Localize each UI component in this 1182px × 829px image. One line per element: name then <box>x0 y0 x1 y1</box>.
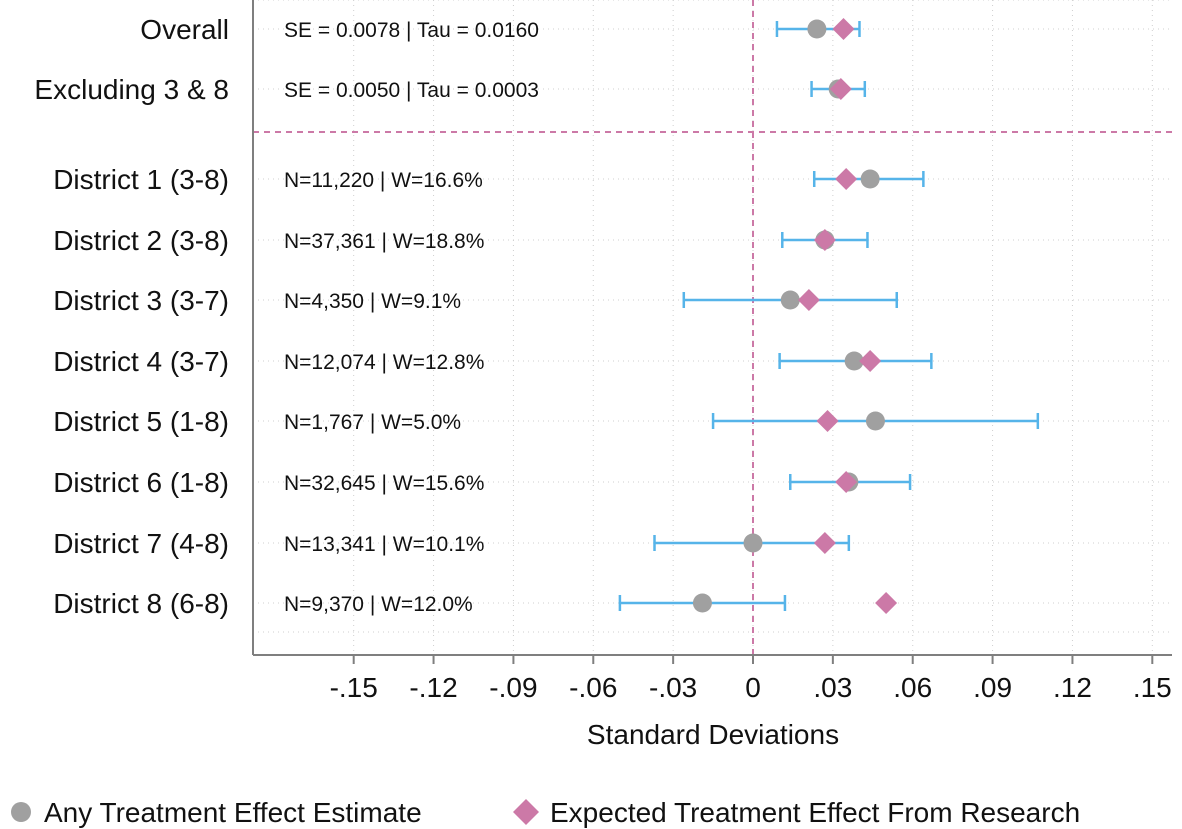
estimate-point <box>844 351 864 371</box>
rows-layer: Overall SE = 0.0078 | Tau = 0.0160 Excludi… <box>34 14 1040 619</box>
x-tick-label: 0 <box>745 672 761 703</box>
row-annotation: N=37,361 | W=18.8% <box>284 230 484 253</box>
expected-point <box>835 471 858 493</box>
expected-point <box>875 592 898 614</box>
x-tick-label: -.06 <box>569 672 617 703</box>
row-label: District 2 (3-8) <box>53 225 229 256</box>
forest-row: District 4 (3-7) N=12,074 | W=12.8% <box>53 346 933 377</box>
estimate-point <box>692 593 712 613</box>
expected-point <box>832 18 855 40</box>
forest-row: District 3 (3-7) N=4,350 | W=9.1% <box>53 285 898 316</box>
legend-diamond-marker <box>513 799 539 825</box>
legend-label-estimate: Any Treatment Effect Estimate <box>44 797 422 828</box>
legend-circle-marker <box>11 802 31 822</box>
x-tick-label: -.15 <box>330 672 378 703</box>
expected-point <box>797 289 820 311</box>
x-tick-label: -.09 <box>489 672 537 703</box>
estimate-point <box>865 411 885 431</box>
expected-point <box>859 350 882 372</box>
forest-row: District 8 (6-8) N=9,370 | W=12.0% <box>53 588 898 619</box>
legend-label-expected: Expected Treatment Effect From Research <box>550 797 1080 828</box>
x-tick-label: .06 <box>893 672 932 703</box>
row-annotation: N=32,645 | W=15.6% <box>284 472 484 495</box>
forest-row: District 7 (4-8) N=13,341 | W=10.1% <box>53 528 851 559</box>
estimate-point <box>743 533 763 553</box>
estimate-point <box>780 290 800 310</box>
row-annotation: N=1,767 | W=5.0% <box>284 411 461 434</box>
row-annotation: N=13,341 | W=10.1% <box>284 533 484 556</box>
axes-layer <box>252 0 1172 656</box>
forest-row: District 6 (1-8) N=32,645 | W=15.6% <box>53 467 912 498</box>
row-label: District 5 (1-8) <box>53 406 229 437</box>
row-label: District 1 (3-8) <box>53 164 229 195</box>
row-label: Excluding 3 & 8 <box>34 74 229 105</box>
expected-point <box>813 532 836 554</box>
row-label: District 8 (6-8) <box>53 588 229 619</box>
expected-point <box>816 410 839 432</box>
row-annotation: N=12,074 | W=12.8% <box>284 351 484 374</box>
legend: Any Treatment Effect Estimate Expected T… <box>11 797 1080 828</box>
x-tick-label: .09 <box>973 672 1012 703</box>
estimate-point <box>807 19 827 39</box>
row-annotation: N=4,350 | W=9.1% <box>284 290 461 313</box>
row-label: District 6 (1-8) <box>53 467 229 498</box>
row-label: District 4 (3-7) <box>53 346 229 377</box>
row-label: District 3 (3-7) <box>53 285 229 316</box>
forest-row: District 2 (3-8) N=37,361 | W=18.8% <box>53 225 869 256</box>
estimate-point <box>860 169 880 189</box>
expected-point <box>829 78 852 100</box>
forest-row: Overall SE = 0.0078 | Tau = 0.0160 <box>140 14 861 45</box>
x-axis-label: Standard Deviations <box>587 719 839 750</box>
forest-row: District 1 (3-8) N=11,220 | W=16.6% <box>53 164 925 195</box>
expected-point <box>813 229 836 251</box>
row-label: Overall <box>140 14 229 45</box>
forest-row: Excluding 3 & 8 SE = 0.0050 | Tau = 0.000… <box>34 74 867 105</box>
x-ticks-layer: -.15 -.12 -.09 -.06 -.03 0 .03 .06 .09 .12 .15 <box>330 655 1172 703</box>
row-annotation: SE = 0.0078 | Tau = 0.0160 <box>284 19 539 42</box>
x-tick-label: .03 <box>813 672 852 703</box>
row-annotation: SE = 0.0050 | Tau = 0.0003 <box>284 79 539 102</box>
row-label: District 7 (4-8) <box>53 528 229 559</box>
forest-row: District 5 (1-8) N=1,767 | W=5.0% <box>53 406 1040 437</box>
expected-point <box>835 168 858 190</box>
row-annotation: N=11,220 | W=16.6% <box>284 169 483 192</box>
row-annotation: N=9,370 | W=12.0% <box>284 593 473 616</box>
x-tick-label: -.03 <box>649 672 697 703</box>
x-tick-label: -.12 <box>409 672 457 703</box>
x-tick-label: .15 <box>1133 672 1172 703</box>
x-tick-label: .12 <box>1053 672 1092 703</box>
